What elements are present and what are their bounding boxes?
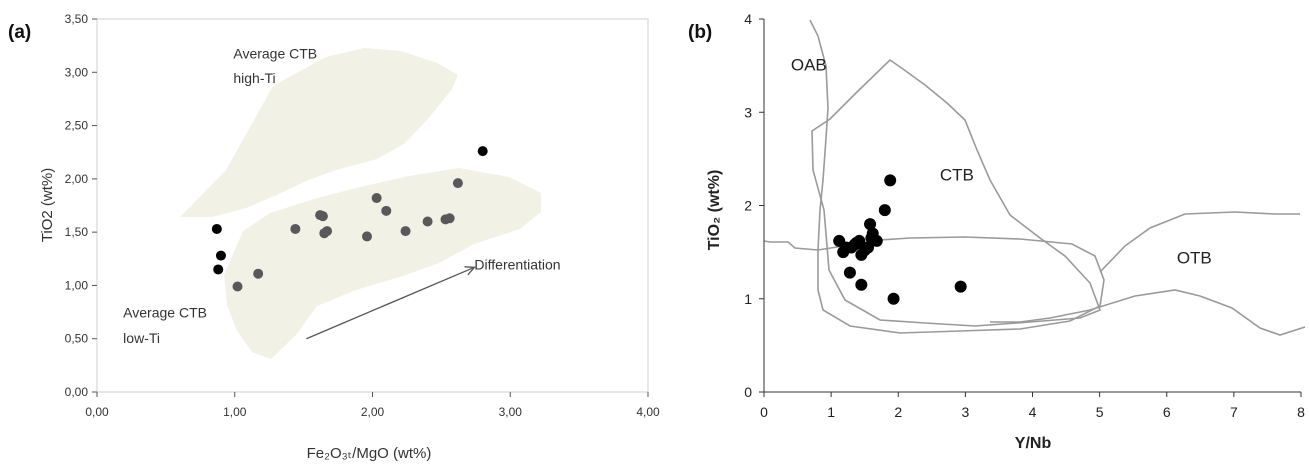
panel-a-data-points <box>211 146 488 292</box>
field-label: CTB <box>940 165 974 184</box>
data-point <box>884 174 897 187</box>
y-tick-label: 2,50 <box>65 119 89 133</box>
data-point-gray <box>444 213 455 224</box>
data-point-black <box>213 264 224 275</box>
panel-b-data-points <box>833 174 967 305</box>
x-tick-label: 0 <box>760 404 768 420</box>
y-tick-label: 2 <box>744 198 752 214</box>
panel-a-y-axis-label: TiO2 (wt%) <box>39 168 56 242</box>
panel-b-y-axis-label: TiO₂ (wt%) <box>706 170 723 251</box>
data-point-gray <box>290 223 301 234</box>
data-point-gray <box>322 226 333 237</box>
annotation-text: low-Ti <box>123 330 160 346</box>
data-point-gray <box>452 178 463 189</box>
x-tick-label: 1 <box>827 404 835 420</box>
y-tick-label: 0 <box>744 384 752 400</box>
x-tick-label: 2 <box>894 404 902 420</box>
field-boundary-otb <box>990 211 1306 336</box>
data-point-gray <box>317 211 328 222</box>
data-point <box>864 218 877 231</box>
y-tick-label: 0,00 <box>65 385 89 399</box>
y-tick-label: 3,50 <box>65 12 89 26</box>
x-tick-label: 6 <box>1163 404 1171 420</box>
y-tick-label: 3 <box>744 104 752 120</box>
data-point <box>853 234 866 247</box>
y-tick-label: 3,00 <box>65 65 89 79</box>
data-point <box>954 280 967 293</box>
x-tick-label: 3 <box>961 404 969 420</box>
x-tick-label: 3,00 <box>499 405 523 419</box>
data-point-gray <box>381 205 392 216</box>
annotation-text: Differentiation <box>474 256 560 272</box>
x-tick-label: 0,00 <box>85 405 109 419</box>
data-point-gray <box>422 216 433 227</box>
annotation-text: Average CTB <box>123 304 207 320</box>
annotation-text: Average CTB <box>233 45 317 61</box>
x-tick-label: 4 <box>1029 404 1037 420</box>
panel-a-annotations: Average CTB high-Ti Average CTB low-Ti Diffe… <box>123 45 560 346</box>
y-tick-label: 0,50 <box>65 332 89 346</box>
field-average-ctb-high-ti <box>180 48 458 217</box>
x-tick-label: 7 <box>1230 404 1238 420</box>
data-point-black <box>477 146 488 157</box>
data-point <box>843 266 856 279</box>
arrow-shaft <box>306 266 475 340</box>
data-point <box>862 241 875 254</box>
field-label: OAB <box>791 55 827 74</box>
data-point <box>855 278 868 291</box>
annotation-text: high-Ti <box>233 70 275 86</box>
x-tick-label: 2,00 <box>361 405 385 419</box>
panel-b-axes: 0 1 2 3 4 5 6 7 8 0 1 2 3 4 <box>744 11 1305 420</box>
data-point-black <box>215 250 226 261</box>
panel-b-label: (b) <box>688 22 712 43</box>
y-tick-label: 2,00 <box>65 172 89 186</box>
panel-a-axes: 0,00 1,00 2,00 3,00 4,00 0,00 0,50 1,00 1,50 2,00… <box>65 12 660 419</box>
field-boundary-ctb <box>811 58 1102 327</box>
x-tick-label: 5 <box>1096 404 1104 420</box>
field-average-ctb-low-ti <box>224 168 541 359</box>
y-tick-label: 1,50 <box>65 225 89 239</box>
data-point-gray <box>253 268 264 279</box>
panel-b-x-axis-label: Y/Nb <box>1015 435 1052 452</box>
data-point-gray <box>232 281 243 292</box>
x-tick-label: 4,00 <box>636 405 660 419</box>
y-tick-label: 4 <box>744 11 752 27</box>
data-point-gray <box>371 193 382 204</box>
panel-a-x-axis-label: Fe₂O₃ₜ/MgO (wt%) <box>307 445 432 462</box>
data-point-gray <box>361 231 372 242</box>
data-point-gray <box>400 226 411 237</box>
panel-b-field-boundaries <box>763 19 1306 336</box>
panel-b-field-labels: OAB CTB OTB <box>791 55 1212 267</box>
data-point-black <box>211 223 222 234</box>
differentiation-arrow <box>306 266 476 340</box>
x-tick-label: 8 <box>1297 404 1305 420</box>
data-point <box>878 204 891 217</box>
data-point <box>870 234 883 247</box>
panel-a-label: (a) <box>8 22 31 43</box>
x-tick-label: 1,00 <box>223 405 247 419</box>
y-tick-label: 1 <box>744 291 752 307</box>
arrow-head <box>464 266 476 276</box>
panel-a: (a) Average CTB high-Ti Average CTB low-Ti D… <box>8 12 660 462</box>
data-point <box>887 292 900 305</box>
field-label: OTB <box>1177 248 1212 267</box>
y-tick-label: 1,00 <box>65 278 89 292</box>
